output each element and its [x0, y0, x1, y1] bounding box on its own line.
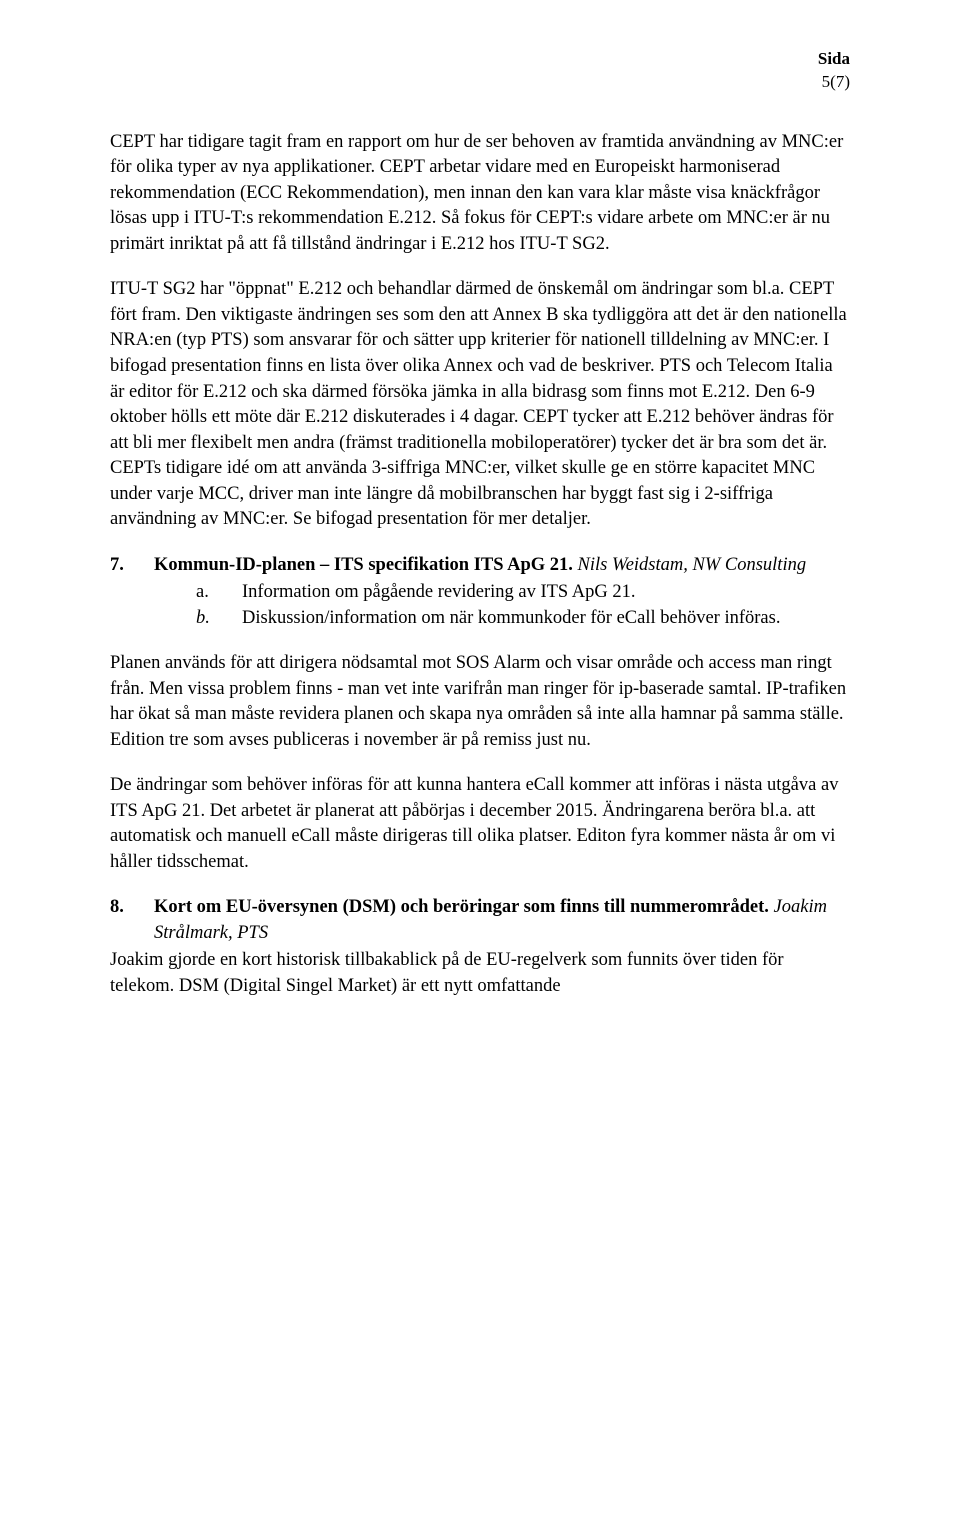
list-text-a: Information om pågående revidering av IT…: [242, 580, 850, 606]
paragraph-2: ITU-T SG2 har "öppnat" E.212 och behandl…: [110, 277, 850, 532]
section-7-author: Nils Weidstam, NW Consulting: [573, 555, 806, 575]
section-8-title: Kort om EU-översynen (DSM) och beröringa…: [154, 897, 769, 917]
paragraph-5: Joakim gjorde en kort historisk tillbaka…: [110, 948, 850, 999]
section-8-number: 8.: [110, 895, 154, 921]
page-header: Sida 5(7): [110, 48, 850, 94]
list-letter-a: a.: [196, 580, 242, 606]
page-number: 5(7): [110, 71, 850, 94]
page-label: Sida: [110, 48, 850, 71]
list-item: a. Information om pågående revidering av…: [196, 580, 850, 606]
list-text-b: Diskussion/information om när kommunkode…: [242, 606, 850, 632]
section-7-number: 7.: [110, 553, 154, 579]
section-7-sublist: a. Information om pågående revidering av…: [196, 580, 850, 631]
section-7-heading: 7. Kommun-ID-planen – ITS specifikation …: [110, 553, 850, 579]
paragraph-3: Planen används för att dirigera nödsamta…: [110, 651, 850, 753]
list-item: b. Diskussion/information om när kommunk…: [196, 606, 850, 632]
list-letter-b: b.: [196, 606, 242, 632]
paragraph-4: De ändringar som behöver införas för att…: [110, 773, 850, 875]
section-8-heading: 8. Kort om EU-översynen (DSM) och beröri…: [110, 895, 850, 946]
section-7-title: Kommun-ID-planen – ITS specifikation ITS…: [154, 555, 573, 575]
paragraph-1: CEPT har tidigare tagit fram en rapport …: [110, 130, 850, 258]
